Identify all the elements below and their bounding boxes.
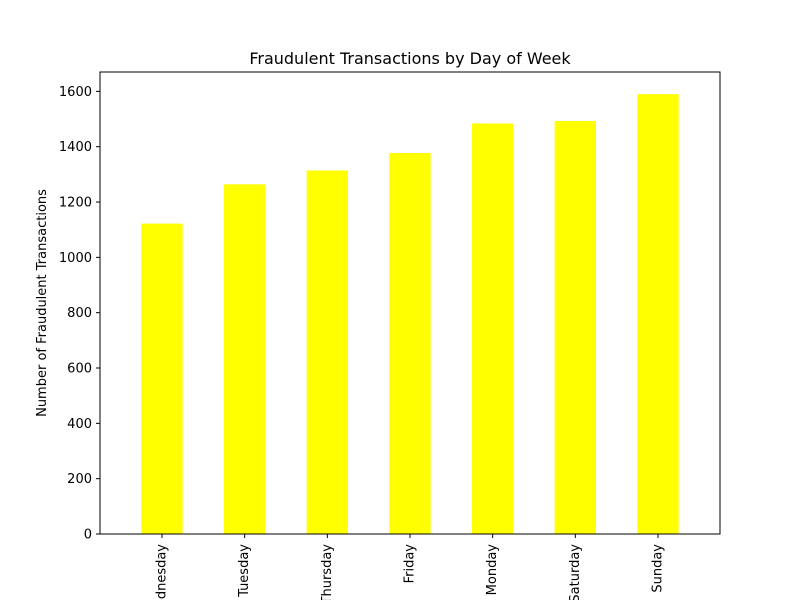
x-tick-label: Monday <box>485 544 500 596</box>
bar-wednesday <box>141 223 183 534</box>
bar-saturday <box>554 120 596 534</box>
y-tick-label: 1400 <box>59 140 92 155</box>
x-axis-ticks: Wednesday Tuesday Thursday Friday Monday Satu… <box>155 534 666 600</box>
x-tick-label: Wednesday <box>155 544 170 600</box>
bar-monday <box>472 123 514 535</box>
chart-title: Fraudulent Transactions by Day of Week <box>249 49 571 68</box>
bars-group <box>141 94 679 535</box>
x-tick-label: Friday <box>403 544 418 584</box>
y-tick-label: 1200 <box>59 196 92 211</box>
y-tick-label: 800 <box>67 306 92 321</box>
y-tick-label: 1000 <box>59 251 92 266</box>
y-axis-label: Number of Fraudulent Transactions <box>35 189 50 417</box>
bar-thursday <box>306 170 348 535</box>
bar-sunday <box>637 94 679 534</box>
y-tick-label: 0 <box>84 528 92 543</box>
x-tick-label: Saturday <box>568 544 583 600</box>
bar-friday <box>389 153 431 534</box>
y-tick-label: 600 <box>67 362 92 377</box>
y-axis-ticks: 0 200 400 600 800 1000 1200 1400 1600 <box>59 85 100 543</box>
x-tick-label: Thursday <box>320 544 335 600</box>
bar-tuesday <box>224 184 266 534</box>
y-tick-label: 400 <box>67 417 92 432</box>
x-tick-label: Tuesday <box>237 544 252 598</box>
plot-frame <box>99 71 721 535</box>
y-tick-label: 1600 <box>59 85 92 100</box>
y-tick-label: 200 <box>67 472 92 487</box>
x-tick-label: Sunday <box>651 544 666 593</box>
